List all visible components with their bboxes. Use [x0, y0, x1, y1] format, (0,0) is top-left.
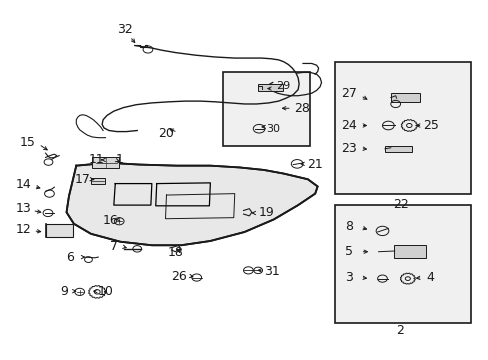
Text: 32: 32	[117, 23, 133, 36]
Text: 15: 15	[20, 136, 35, 149]
Text: 1: 1	[115, 153, 123, 166]
Text: 28: 28	[293, 102, 309, 115]
Text: 30: 30	[265, 124, 279, 134]
Bar	[92, 157, 119, 168]
Text: 2: 2	[396, 324, 404, 337]
Text: 17: 17	[75, 173, 90, 186]
Bar	[46, 224, 73, 237]
Text: 5: 5	[345, 245, 353, 258]
Polygon shape	[66, 163, 317, 245]
Text: 23: 23	[341, 142, 356, 155]
Text: 8: 8	[345, 220, 353, 233]
Text: 16: 16	[102, 214, 118, 227]
Text: 11: 11	[89, 153, 104, 166]
Text: 3: 3	[345, 271, 352, 284]
Text: 31: 31	[264, 265, 279, 278]
Text: 12: 12	[16, 222, 31, 236]
Text: 26: 26	[170, 270, 186, 283]
Bar	[258, 84, 282, 91]
Text: 10: 10	[98, 285, 113, 298]
Text: 20: 20	[158, 127, 174, 140]
Text: 24: 24	[341, 119, 356, 132]
Text: 9: 9	[60, 285, 68, 298]
Text: 21: 21	[306, 158, 323, 171]
Bar	[91, 178, 105, 184]
Bar	[394, 246, 425, 258]
Bar	[384, 145, 411, 152]
Bar	[334, 62, 470, 194]
Text: 7: 7	[110, 240, 118, 253]
Text: 18: 18	[167, 246, 183, 259]
Text: 13: 13	[16, 202, 31, 215]
Bar	[334, 205, 470, 323]
Text: 6: 6	[66, 251, 74, 264]
Bar	[390, 93, 419, 102]
Text: 4: 4	[426, 271, 434, 284]
Text: 25: 25	[422, 119, 438, 132]
Text: 27: 27	[341, 87, 357, 100]
Text: 14: 14	[16, 178, 31, 191]
Text: 29: 29	[276, 81, 290, 91]
Text: 19: 19	[258, 207, 274, 220]
Bar	[222, 72, 310, 146]
Text: 22: 22	[392, 198, 407, 211]
